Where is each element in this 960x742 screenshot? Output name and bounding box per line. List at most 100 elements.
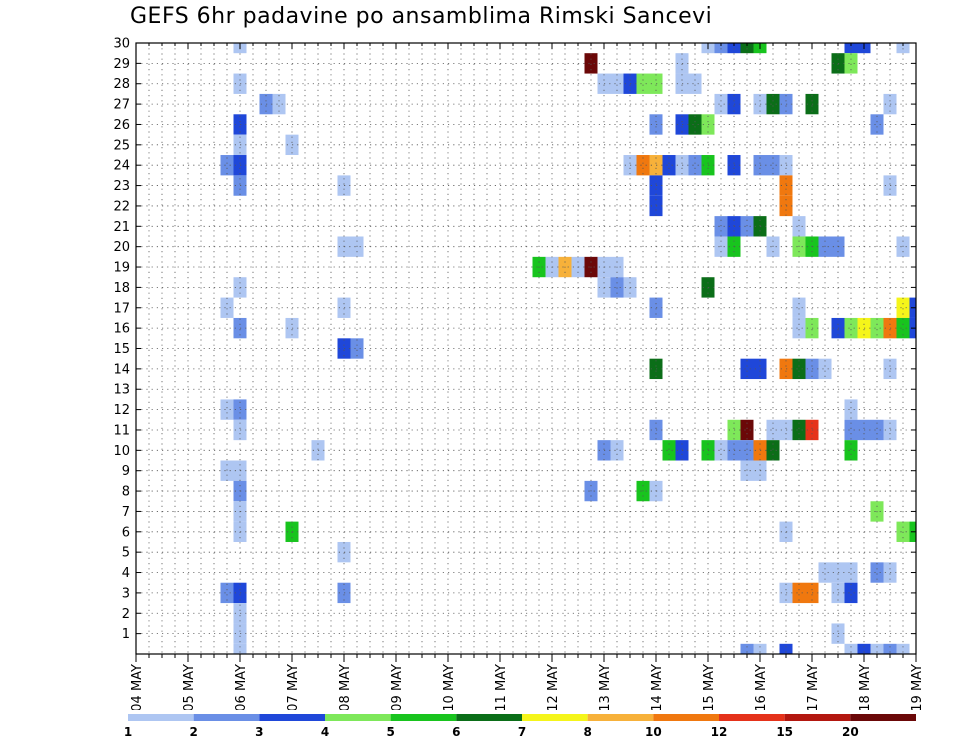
y-tick-label: 24 <box>113 159 130 174</box>
heatmap-cell <box>636 73 650 94</box>
heatmap-cell <box>753 643 767 654</box>
legend-swatch <box>390 714 457 721</box>
legend-swatch <box>784 714 851 721</box>
y-tick-label: 10 <box>113 444 130 459</box>
legend-swatch <box>259 714 325 721</box>
heatmap-cell <box>792 358 806 380</box>
heatmap-cell <box>272 93 286 115</box>
legend-label: 2 <box>189 725 197 739</box>
heatmap-cell <box>233 643 247 654</box>
heatmap-cell <box>844 399 858 420</box>
heatmap-cell <box>792 419 806 441</box>
heatmap-cell <box>740 460 754 481</box>
legend-label: 6 <box>452 725 460 739</box>
y-tick-label: 19 <box>113 261 130 276</box>
heatmap-cell <box>766 155 780 176</box>
y-tick-label: 13 <box>113 383 130 398</box>
heatmap-cell <box>844 43 858 54</box>
y-tick-label: 2 <box>122 607 130 622</box>
legend-label: 20 <box>842 725 859 739</box>
heatmap-cell <box>714 93 728 115</box>
heatmap-cell <box>870 643 884 654</box>
x-tick-label: 04 MAY <box>130 664 145 710</box>
heatmap-cell <box>896 317 910 339</box>
y-tick-label: 16 <box>113 322 130 337</box>
heatmap-cell <box>766 440 780 461</box>
heatmap-cell <box>740 216 754 237</box>
y-tick-label: 8 <box>122 485 130 500</box>
heatmap-cell <box>818 358 832 380</box>
x-tick-label: 09 MAY <box>390 664 405 710</box>
legend-label: 12 <box>711 725 728 739</box>
heatmap-cell <box>883 643 897 654</box>
heatmap-cell <box>220 399 234 420</box>
heatmap-cell <box>220 460 234 481</box>
y-tick-label: 20 <box>113 240 130 255</box>
heatmap-cell <box>766 419 780 441</box>
heatmap-cell <box>714 43 728 54</box>
x-tick-label: 15 MAY <box>702 664 717 710</box>
heatmap-cell <box>610 73 624 94</box>
heatmap-cell <box>896 43 910 54</box>
heatmap-cell <box>636 155 650 176</box>
legend-swatch <box>850 714 916 721</box>
legend-label: 4 <box>321 725 329 739</box>
legend-label: 15 <box>776 725 793 739</box>
x-tick-label: 18 MAY <box>858 664 873 710</box>
x-tick-label: 19 MAY <box>910 664 925 710</box>
y-tick-label: 5 <box>122 546 130 561</box>
heatmap-cell <box>896 521 910 542</box>
y-tick-label: 15 <box>113 342 130 357</box>
chart-title: GEFS 6hr padavine po ansamblima Rimski S… <box>130 4 713 29</box>
heatmap-cell <box>350 338 364 359</box>
legend-swatch <box>653 714 719 721</box>
legend-swatch <box>325 714 391 721</box>
heatmap-cell <box>844 643 858 654</box>
heatmap-cell <box>870 419 884 441</box>
legend-label: 7 <box>518 725 526 739</box>
heatmap-cell <box>220 155 234 176</box>
heatmap-cell <box>792 297 806 318</box>
heatmap-cell <box>844 440 858 461</box>
heatmap-cell <box>870 114 884 135</box>
x-tick-label: 13 MAY <box>598 664 613 710</box>
heatmap-cell <box>714 216 728 237</box>
heatmap-cell <box>766 93 780 115</box>
heatmap-cell <box>818 562 832 583</box>
x-tick-label: 12 MAY <box>546 664 561 710</box>
heatmap-cell <box>220 582 234 604</box>
heatmap-plot: 1234567891011121314151617181920212223242… <box>113 37 925 711</box>
heatmap-cell <box>714 440 728 461</box>
heatmap-cell <box>844 582 858 604</box>
heatmap-cell <box>844 562 858 583</box>
heatmap-cell <box>662 440 676 461</box>
heatmap-cell <box>792 582 806 604</box>
heatmap-cell <box>896 297 910 318</box>
heatmap-cell <box>844 317 858 339</box>
y-tick-label: 14 <box>113 362 130 377</box>
x-tick-label: 16 MAY <box>754 664 769 710</box>
y-tick-label: 11 <box>113 423 130 438</box>
y-tick-label: 6 <box>122 525 130 540</box>
heatmap-cell <box>740 440 754 461</box>
y-tick-label: 4 <box>122 566 130 581</box>
heatmap-cell <box>662 155 676 176</box>
y-tick-label: 30 <box>113 37 130 52</box>
legend-swatch <box>128 714 194 721</box>
x-tick-label: 17 MAY <box>806 664 821 710</box>
heatmap-cell <box>792 317 806 339</box>
heatmap-cell <box>844 419 858 441</box>
heatmap-cell <box>610 440 624 461</box>
x-tick-label: 05 MAY <box>182 664 197 710</box>
y-tick-label: 29 <box>113 57 130 72</box>
y-tick-label: 21 <box>113 220 130 235</box>
legend-swatch <box>193 714 260 721</box>
x-tick-label: 10 MAY <box>442 664 457 710</box>
x-tick-label: 08 MAY <box>338 664 353 710</box>
y-tick-label: 22 <box>113 199 130 214</box>
heatmap-cell <box>857 643 871 654</box>
heatmap-cell <box>779 643 793 654</box>
heatmap-cell <box>870 317 884 339</box>
x-tick-label: 14 MAY <box>650 664 665 710</box>
y-tick-label: 12 <box>113 403 130 418</box>
